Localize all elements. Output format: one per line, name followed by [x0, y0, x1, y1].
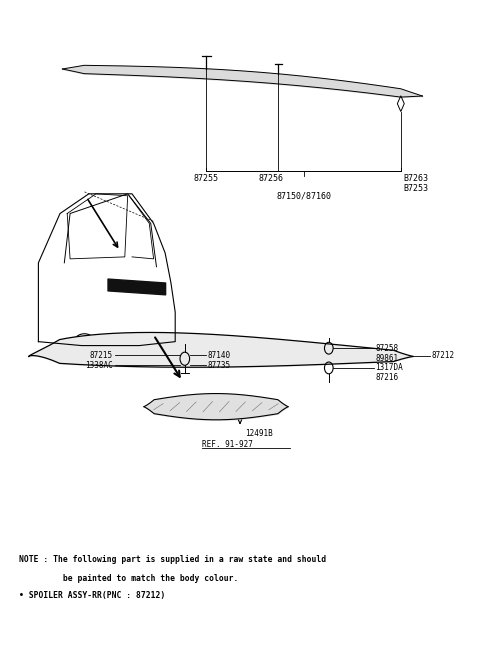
Text: 87216: 87216: [375, 373, 398, 382]
Text: B7253: B7253: [403, 184, 428, 193]
Text: REF. 91-927: REF. 91-927: [202, 440, 252, 449]
Text: 87258: 87258: [375, 344, 398, 353]
Text: 87140: 87140: [207, 351, 230, 360]
Text: NOTE : The following part is supplied in a raw state and should: NOTE : The following part is supplied in…: [19, 555, 326, 564]
Text: 87735: 87735: [207, 361, 230, 370]
Text: 1317DA: 1317DA: [375, 363, 403, 373]
Text: 87215: 87215: [90, 351, 113, 360]
Text: 87256: 87256: [259, 174, 284, 183]
Text: be painted to match the body colour.: be painted to match the body colour.: [19, 574, 239, 583]
Text: 87212: 87212: [431, 351, 454, 361]
Text: 1338AC: 1338AC: [85, 361, 113, 370]
Text: 87150/87160: 87150/87160: [276, 192, 331, 201]
Text: 87255: 87255: [194, 174, 219, 183]
Text: 12491B: 12491B: [245, 428, 273, 438]
Text: B7263: B7263: [403, 174, 428, 183]
Text: 89861: 89861: [375, 353, 398, 363]
Text: • SPOILER ASSY-RR(PNC : 87212): • SPOILER ASSY-RR(PNC : 87212): [19, 591, 166, 600]
